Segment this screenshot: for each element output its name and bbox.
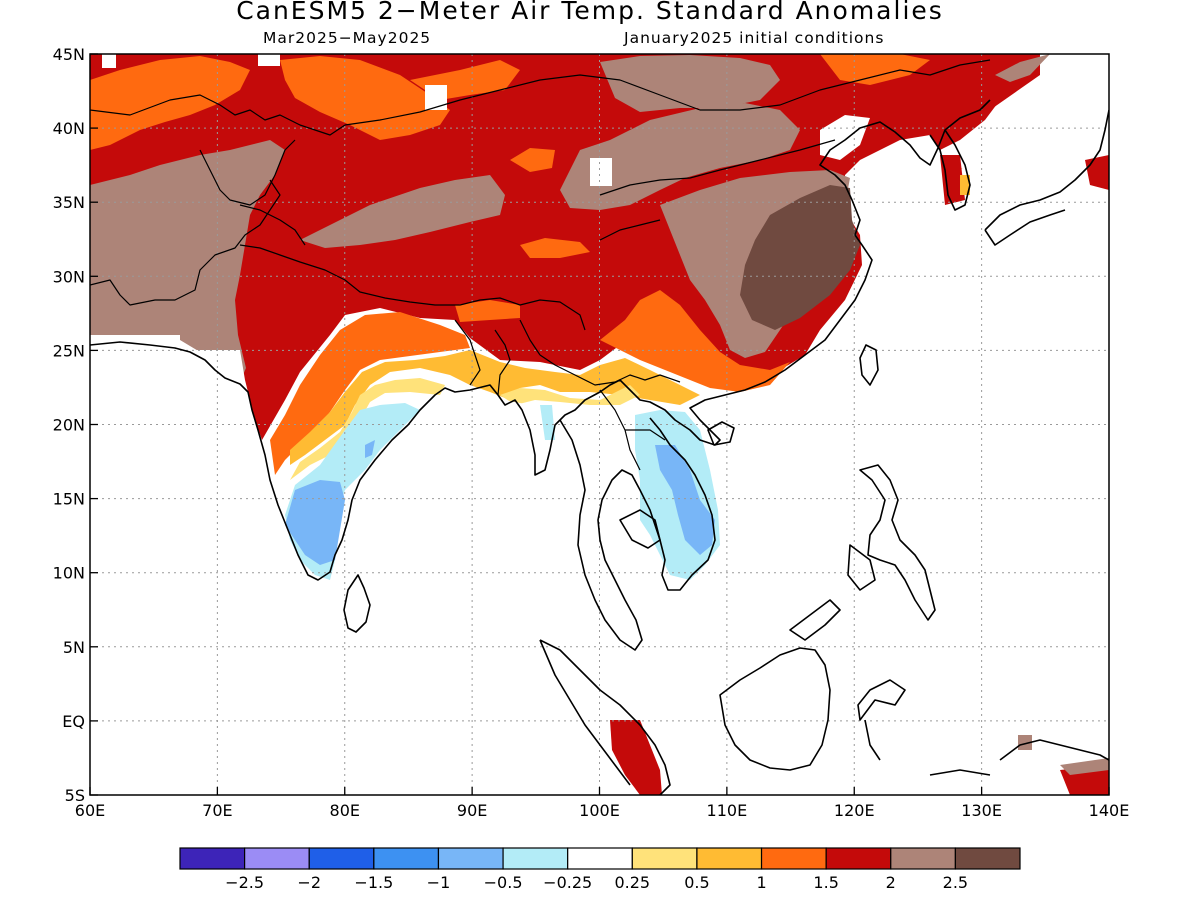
colorbar-swatch xyxy=(437,847,504,870)
colorbar-swatch xyxy=(825,847,892,870)
colorbar-swatch xyxy=(373,847,440,870)
colorbar-label: −1 xyxy=(427,873,451,892)
colorbar-label: −2 xyxy=(297,873,321,892)
y-tick-label: 45N xyxy=(53,45,85,64)
colorbar: −2.5 −2 −1.5 −1 −0.5 −0.25 0.25 0.5 1 1.5 2 2.5 xyxy=(179,847,1021,892)
colorbar-label: 2 xyxy=(886,873,896,892)
y-tick-label: 20N xyxy=(53,416,85,435)
x-tick-label: 100E xyxy=(579,801,620,820)
colorbar-swatch xyxy=(567,847,633,870)
colorbar-swatch xyxy=(760,847,827,870)
x-tick-label: 140E xyxy=(1089,801,1130,820)
colorbar-label: 1.5 xyxy=(813,873,838,892)
colorbar-label: −1.5 xyxy=(354,873,393,892)
colorbar-label: 0.5 xyxy=(684,873,709,892)
colorbar-label: −0.5 xyxy=(484,873,523,892)
colorbar-swatch xyxy=(502,847,569,870)
forecast-period: Mar2025−May2025 xyxy=(263,29,432,47)
colorbar-swatch xyxy=(179,847,246,870)
y-tick-label: 40N xyxy=(53,119,85,138)
colorbar-label: −2.5 xyxy=(225,873,264,892)
x-tick-label: 120E xyxy=(834,801,875,820)
x-axis: 60E 70E 80E 90E 100E 110E 120E 130E 140E xyxy=(75,787,1130,820)
y-tick-label: 30N xyxy=(53,267,85,286)
x-tick-label: 110E xyxy=(707,801,748,820)
political-borders xyxy=(90,59,991,471)
colorbar-label: −0.25 xyxy=(543,873,592,892)
anomaly-sumatra xyxy=(610,720,662,795)
colorbar-swatch xyxy=(890,847,956,870)
colorbar-label: 0.25 xyxy=(614,873,650,892)
colorbar-label: 1 xyxy=(756,873,766,892)
y-tick-label: 25N xyxy=(53,341,85,360)
y-tick-label: 35N xyxy=(53,193,85,212)
anomaly-darkest-region xyxy=(740,185,860,330)
x-tick-label: 90E xyxy=(457,801,487,820)
coastlines xyxy=(90,99,1109,795)
colorbar-swatch xyxy=(631,847,698,870)
colorbar-label: 2.5 xyxy=(943,873,968,892)
anomaly-cool-regions xyxy=(285,403,720,580)
colorbar-swatch xyxy=(244,847,310,870)
anomaly-brown-regions xyxy=(90,54,1050,392)
x-tick-label: 60E xyxy=(75,801,105,820)
y-tick-label: 15N xyxy=(53,490,85,509)
initial-conditions: January2025 initial conditions xyxy=(624,29,885,47)
x-tick-label: 130E xyxy=(961,801,1002,820)
map-title: CanESM5 2−Meter Air Temp. Standard Anoma… xyxy=(236,0,944,25)
colorbar-swatch xyxy=(696,847,763,870)
colorbar-swatch xyxy=(308,847,375,870)
colorbar-swatch xyxy=(954,847,1021,870)
y-tick-label: EQ xyxy=(62,712,85,731)
y-tick-label: 10N xyxy=(53,564,85,583)
x-tick-label: 80E xyxy=(330,801,360,820)
y-axis: 45N 40N 35N 30N 25N 20N 15N 10N 5N EQ 5S xyxy=(53,45,98,805)
grid-lines xyxy=(90,54,1109,795)
y-tick-label: 5S xyxy=(65,786,85,805)
y-tick-label: 5N xyxy=(63,638,85,657)
x-tick-label: 70E xyxy=(202,801,232,820)
